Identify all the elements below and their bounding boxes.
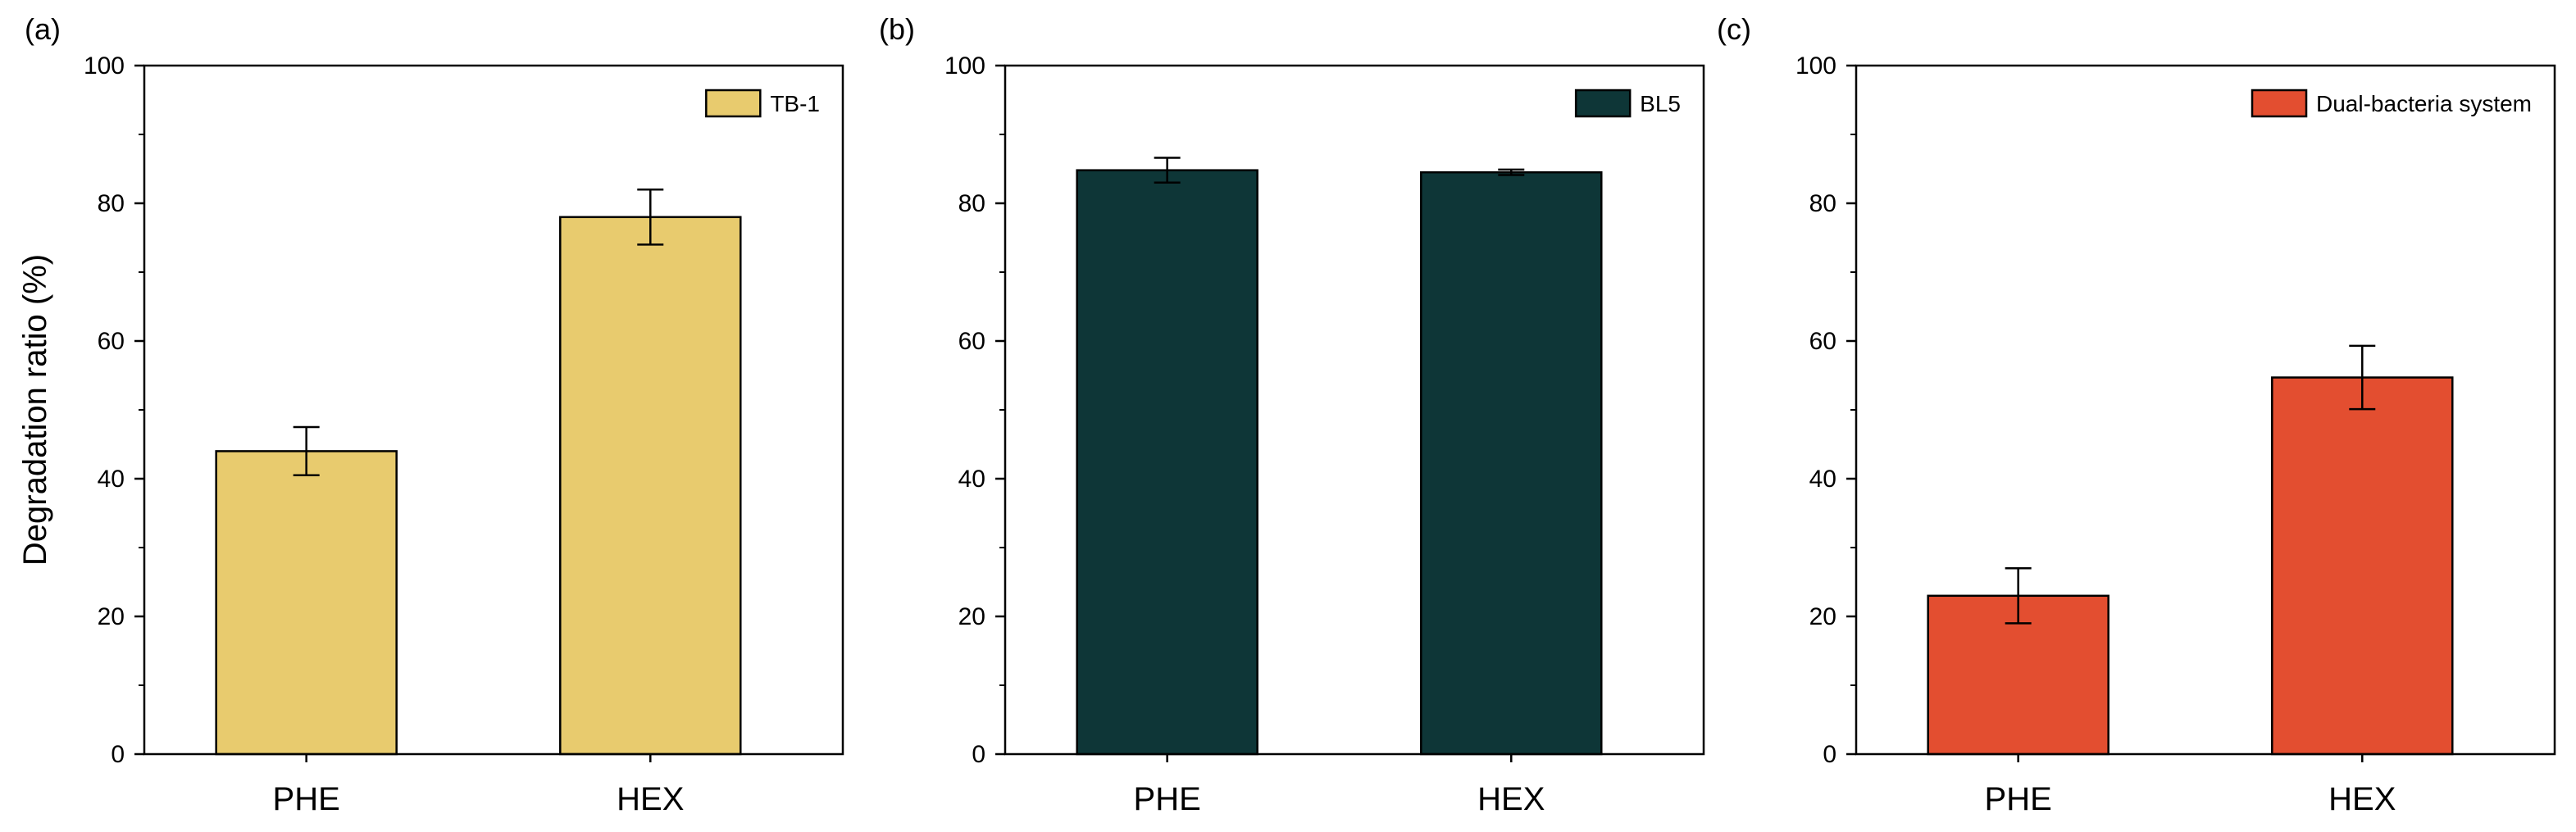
x-tick-label-phe: PHE (273, 781, 340, 817)
x-tick-label-phe: PHE (1985, 781, 2052, 817)
panel-label: (a) (25, 12, 61, 46)
y-tick-label: 100 (84, 52, 125, 80)
legend-swatch (2251, 89, 2308, 118)
legend-label: Dual-bacteria system (2316, 91, 2532, 116)
y-tick-label: 80 (98, 190, 125, 217)
y-tick-label: 0 (111, 741, 125, 768)
y-tick-label: 20 (958, 603, 985, 630)
bar-phe (215, 450, 398, 756)
y-axis-title: Degradation ratio (%) (17, 254, 53, 566)
legend-swatch (705, 89, 762, 118)
y-tick-label: 40 (958, 466, 985, 493)
bar-phe (1076, 169, 1258, 756)
y-tick-label: 20 (1809, 603, 1836, 630)
x-tick-label-hex: HEX (617, 781, 684, 817)
bar-hex (559, 216, 742, 756)
panel-label: (b) (879, 12, 915, 46)
x-tick-label-phe: PHE (1134, 781, 1201, 817)
x-tick-label-hex: HEX (1477, 781, 1545, 817)
panel-label: (c) (1717, 12, 1751, 46)
y-tick-label: 40 (98, 466, 125, 493)
bar-hex (2271, 376, 2454, 756)
y-tick-label: 80 (1809, 190, 1836, 217)
y-tick-label: 20 (98, 603, 125, 630)
y-tick-label: 60 (98, 328, 125, 355)
y-tick-label: 0 (1823, 741, 1836, 768)
y-tick-label: 80 (958, 190, 985, 217)
y-tick-label: 60 (1809, 328, 1836, 355)
y-tick-label: 60 (958, 328, 985, 355)
y-tick-label: 0 (972, 741, 985, 768)
y-tick-label: 100 (1795, 52, 1836, 80)
legend-label: BL5 (1640, 91, 1681, 116)
y-tick-label: 100 (944, 52, 985, 80)
legend-label: TB-1 (770, 91, 820, 116)
bar-hex (1420, 170, 1603, 756)
y-tick-label: 40 (1809, 466, 1836, 493)
x-tick-label-hex: HEX (2328, 781, 2396, 817)
legend-swatch (1574, 89, 1632, 118)
